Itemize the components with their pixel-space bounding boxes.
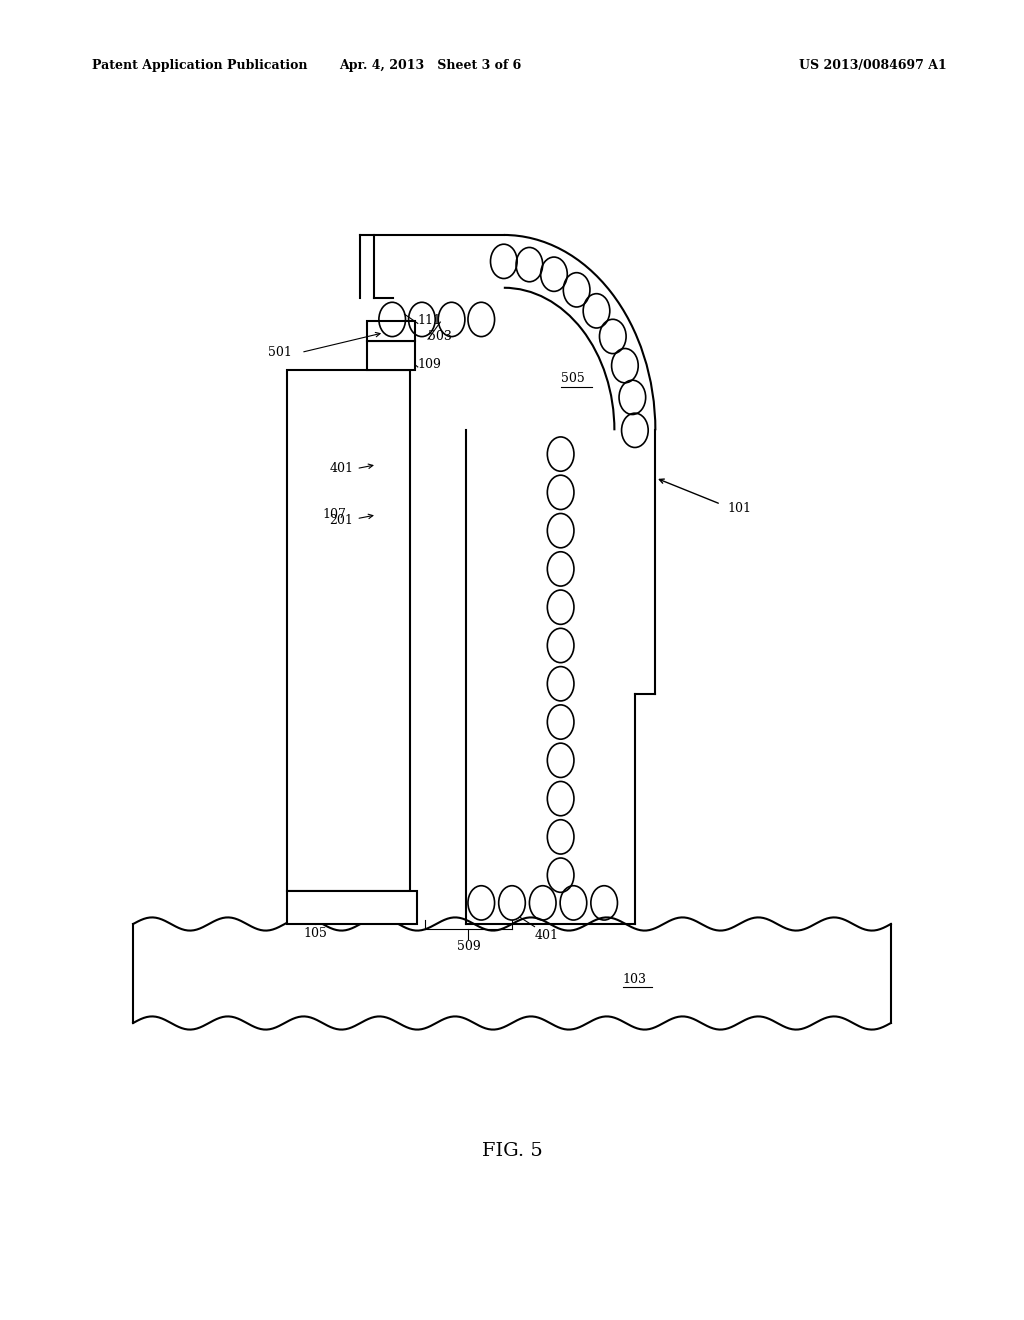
Text: Apr. 4, 2013   Sheet 3 of 6: Apr. 4, 2013 Sheet 3 of 6 [339, 59, 521, 73]
Text: 401: 401 [535, 929, 558, 942]
Bar [367, 341, 415, 370]
Bar [287, 891, 417, 924]
Text: 105: 105 [303, 927, 328, 940]
Text: US 2013/0084697 A1: US 2013/0084697 A1 [799, 59, 946, 73]
Text: 109: 109 [418, 358, 441, 371]
Text: FIG. 5: FIG. 5 [481, 1142, 543, 1160]
Text: 111: 111 [418, 314, 441, 327]
Bar [367, 321, 415, 341]
Text: 509: 509 [457, 940, 480, 953]
Text: 201: 201 [330, 513, 353, 527]
Text: 107: 107 [323, 508, 347, 521]
Text: 103: 103 [623, 973, 646, 986]
Text: 101: 101 [727, 502, 751, 515]
Bar [287, 370, 410, 891]
Text: 401: 401 [330, 462, 353, 475]
Text: 505: 505 [561, 372, 585, 385]
Text: Patent Application Publication: Patent Application Publication [92, 59, 307, 73]
Text: 503: 503 [428, 330, 452, 343]
Text: 501: 501 [268, 346, 292, 359]
